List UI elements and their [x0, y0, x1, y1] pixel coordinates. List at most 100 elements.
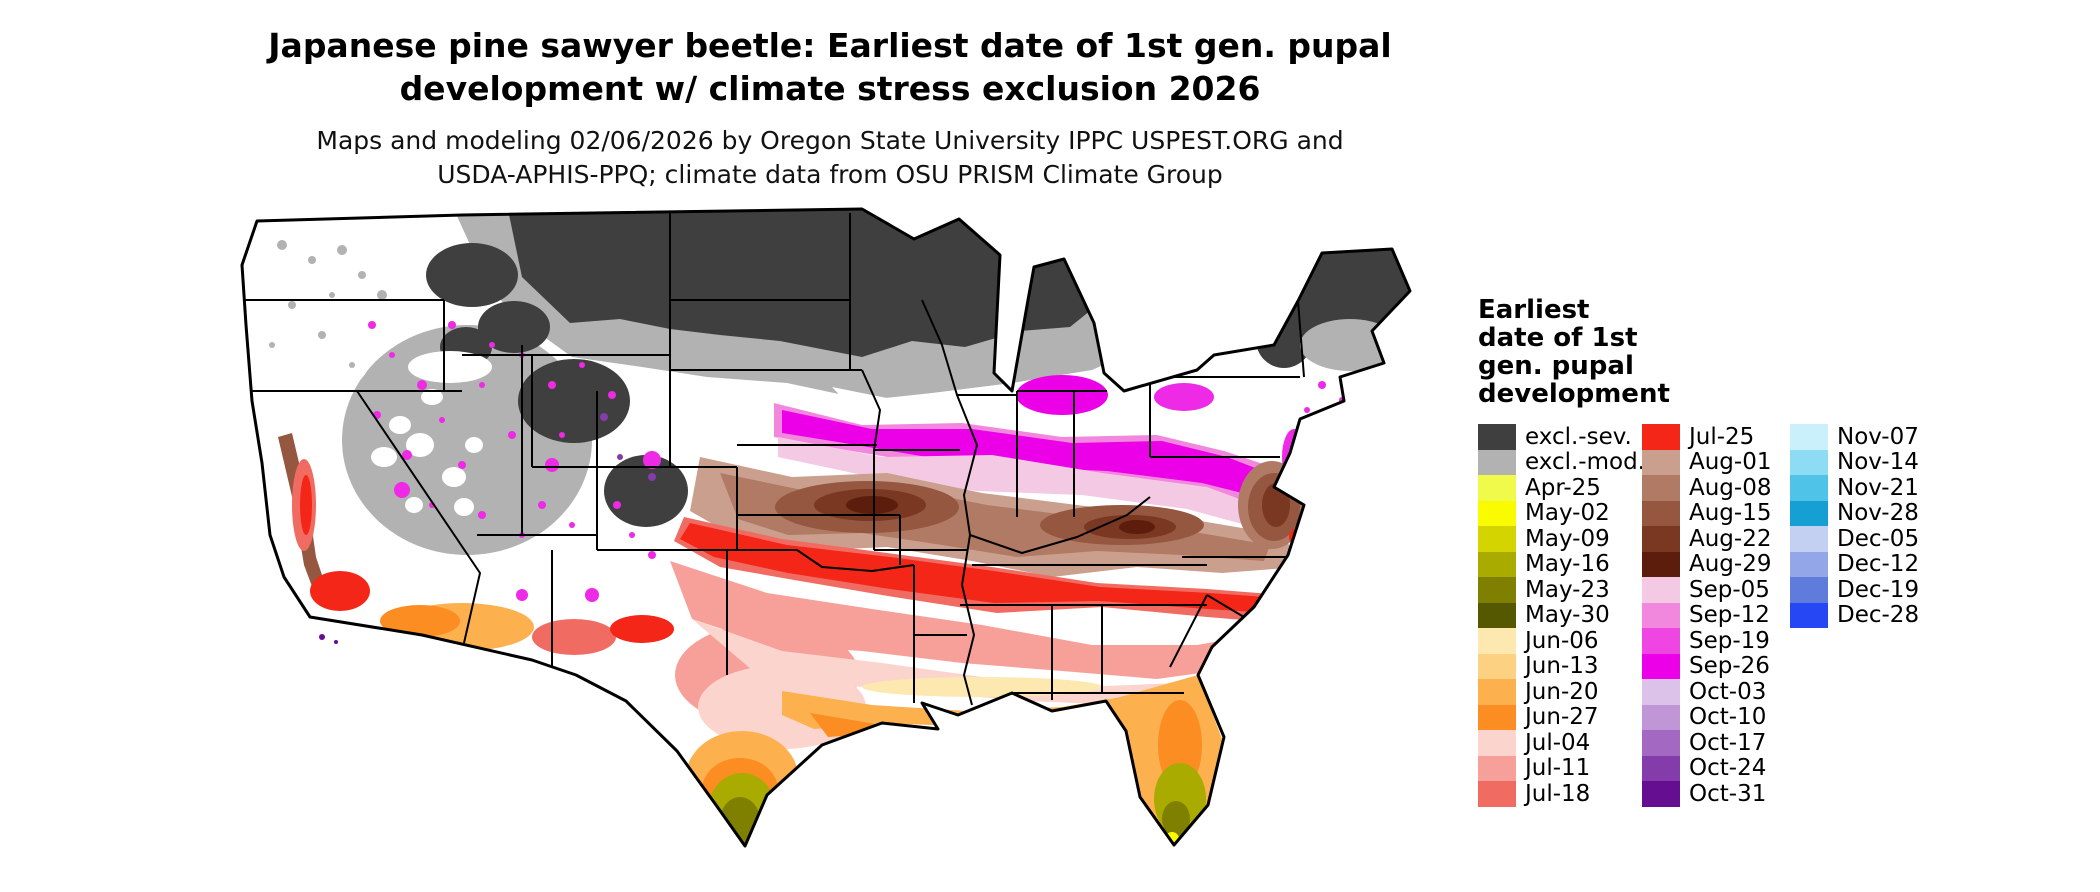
legend-entry: Jul-11 — [1478, 755, 1642, 782]
legend-entry: Nov-28 — [1790, 500, 1932, 526]
legend-label: Aug-08 — [1689, 474, 1772, 501]
legend-entry: May-09 — [1478, 526, 1642, 552]
map-outline — [240, 207, 1412, 848]
legend-entry: Jun-06 — [1478, 628, 1642, 654]
legend-swatch — [1642, 730, 1680, 756]
us-map-svg — [240, 207, 1412, 848]
legend-entry: Dec-19 — [1790, 577, 1932, 603]
legend: Earliest date of 1st gen. pupal developm… — [1478, 296, 1958, 807]
legend-entry: Jun-20 — [1478, 679, 1642, 705]
legend-label: May-23 — [1525, 576, 1610, 603]
map-state-borders — [242, 213, 1307, 706]
legend-title-line: date of 1st — [1478, 323, 1638, 353]
legend-title-line: gen. pupal — [1478, 351, 1634, 381]
legend-entry: Aug-01 — [1642, 449, 1790, 476]
legend-label: Jul-11 — [1525, 755, 1591, 782]
legend-label: Aug-01 — [1689, 449, 1772, 476]
legend-entry: Aug-08 — [1642, 475, 1790, 501]
legend-entry: Jun-13 — [1478, 653, 1642, 680]
legend-entry: Sep-19 — [1642, 628, 1790, 654]
legend-swatch — [1790, 475, 1828, 501]
legend-label: Dec-12 — [1837, 551, 1920, 578]
header: Japanese pine sawyer beetle: Earliest da… — [0, 24, 1660, 192]
legend-swatch — [1478, 500, 1516, 526]
legend-label: excl.-sev. — [1525, 423, 1632, 450]
legend-swatch — [1642, 449, 1680, 475]
legend-label: Sep-12 — [1689, 602, 1770, 629]
legend-swatch — [1478, 628, 1516, 654]
legend-entry: May-02 — [1478, 500, 1642, 527]
legend-swatch — [1642, 577, 1680, 603]
legend-label: May-30 — [1525, 602, 1610, 629]
legend-label: Jul-25 — [1689, 423, 1755, 450]
legend-column-1: excl.-sev. excl.-mod. Apr-25 May-02 — [1478, 424, 1645, 807]
legend-swatch — [1642, 704, 1680, 730]
legend-entry: Nov-07 — [1790, 424, 1932, 450]
island-speck — [319, 634, 325, 640]
legend-entry: Aug-15 — [1642, 500, 1790, 527]
legend-entry: Jul-25 — [1642, 424, 1790, 450]
legend-label: May-02 — [1525, 500, 1610, 527]
legend-entry: Sep-12 — [1642, 602, 1790, 629]
legend-swatch — [1478, 475, 1516, 501]
legend-entry: Dec-28 — [1790, 602, 1932, 628]
legend-swatch — [1790, 577, 1828, 603]
legend-swatch — [1478, 755, 1516, 781]
legend-entry: Oct-24 — [1642, 755, 1790, 782]
legend-swatch — [1478, 424, 1516, 450]
legend-swatch — [1642, 628, 1680, 654]
page-title: Japanese pine sawyer beetle: Earliest da… — [0, 24, 1660, 110]
legend-title-line: Earliest — [1478, 295, 1590, 325]
legend-label: Aug-15 — [1689, 500, 1772, 527]
island-speck — [334, 640, 338, 644]
legend-label: Nov-07 — [1837, 423, 1919, 450]
legend-swatch — [1642, 602, 1680, 628]
legend-entry: May-16 — [1478, 551, 1642, 577]
title-line-1: Japanese pine sawyer beetle: Earliest da… — [268, 26, 1392, 65]
legend-swatch — [1478, 577, 1516, 603]
legend-swatch — [1478, 449, 1516, 475]
legend-label: Aug-22 — [1689, 525, 1772, 552]
legend-swatch — [1642, 500, 1680, 526]
legend-entry: Jul-18 — [1478, 781, 1642, 807]
legend-label: Apr-25 — [1525, 474, 1601, 501]
legend-label: Nov-21 — [1837, 474, 1919, 501]
legend-entry: Oct-10 — [1642, 704, 1790, 731]
legend-label: Jun-27 — [1525, 704, 1599, 731]
legend-column-2: Jul-25 Aug-01 Aug-08 Aug-15 — [1642, 424, 1790, 807]
legend-swatch — [1478, 781, 1516, 807]
legend-swatch — [1642, 781, 1680, 807]
legend-label: Jun-06 — [1525, 627, 1599, 654]
legend-swatch — [1478, 551, 1516, 577]
legend-entry: May-23 — [1478, 577, 1642, 603]
subtitle-line-2: USDA-APHIS-PPQ; climate data from OSU PR… — [437, 160, 1223, 189]
legend-swatch — [1478, 730, 1516, 756]
legend-title-line: development — [1478, 379, 1670, 409]
map-color-layers — [242, 209, 1410, 846]
legend-entry: Oct-17 — [1642, 730, 1790, 756]
legend-entry: Jun-27 — [1478, 704, 1642, 731]
legend-label: Jun-13 — [1525, 653, 1599, 680]
legend-swatch — [1790, 551, 1828, 577]
legend-column-3: Nov-07 Nov-14 Nov-21 Nov-28 — [1790, 424, 1932, 628]
legend-label: Oct-31 — [1689, 780, 1767, 807]
legend-entry: Sep-05 — [1642, 577, 1790, 603]
legend-entry: Oct-31 — [1642, 781, 1790, 807]
legend-label: May-09 — [1525, 525, 1610, 552]
legend-entry: Nov-21 — [1790, 475, 1932, 501]
legend-swatch — [1642, 679, 1680, 705]
title-line-2: development w/ climate stress exclusion … — [399, 69, 1261, 108]
legend-label: Oct-24 — [1689, 755, 1767, 782]
legend-swatch — [1642, 653, 1680, 679]
legend-entry: Dec-05 — [1790, 526, 1932, 552]
legend-swatch — [1790, 602, 1828, 628]
legend-swatch — [1478, 679, 1516, 705]
legend-entry: excl.-sev. — [1478, 424, 1642, 450]
legend-label: Oct-10 — [1689, 704, 1767, 731]
legend-entry: Aug-29 — [1642, 551, 1790, 577]
legend-title: Earliest date of 1st gen. pupal developm… — [1478, 296, 1958, 408]
legend-entry: Apr-25 — [1478, 475, 1642, 501]
legend-swatch — [1478, 704, 1516, 730]
legend-label: Oct-03 — [1689, 678, 1767, 705]
legend-entry: Aug-22 — [1642, 526, 1790, 552]
